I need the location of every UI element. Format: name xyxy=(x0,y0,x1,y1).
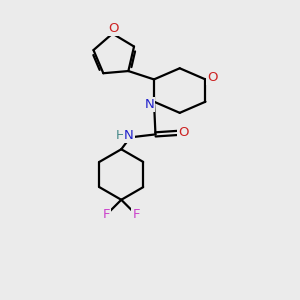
Text: N: N xyxy=(124,129,134,142)
Text: F: F xyxy=(103,208,110,221)
Text: O: O xyxy=(207,71,217,84)
Text: O: O xyxy=(109,22,119,35)
Text: O: O xyxy=(178,126,189,140)
Text: H: H xyxy=(116,129,125,142)
Text: F: F xyxy=(132,208,140,221)
Text: N: N xyxy=(145,98,154,111)
